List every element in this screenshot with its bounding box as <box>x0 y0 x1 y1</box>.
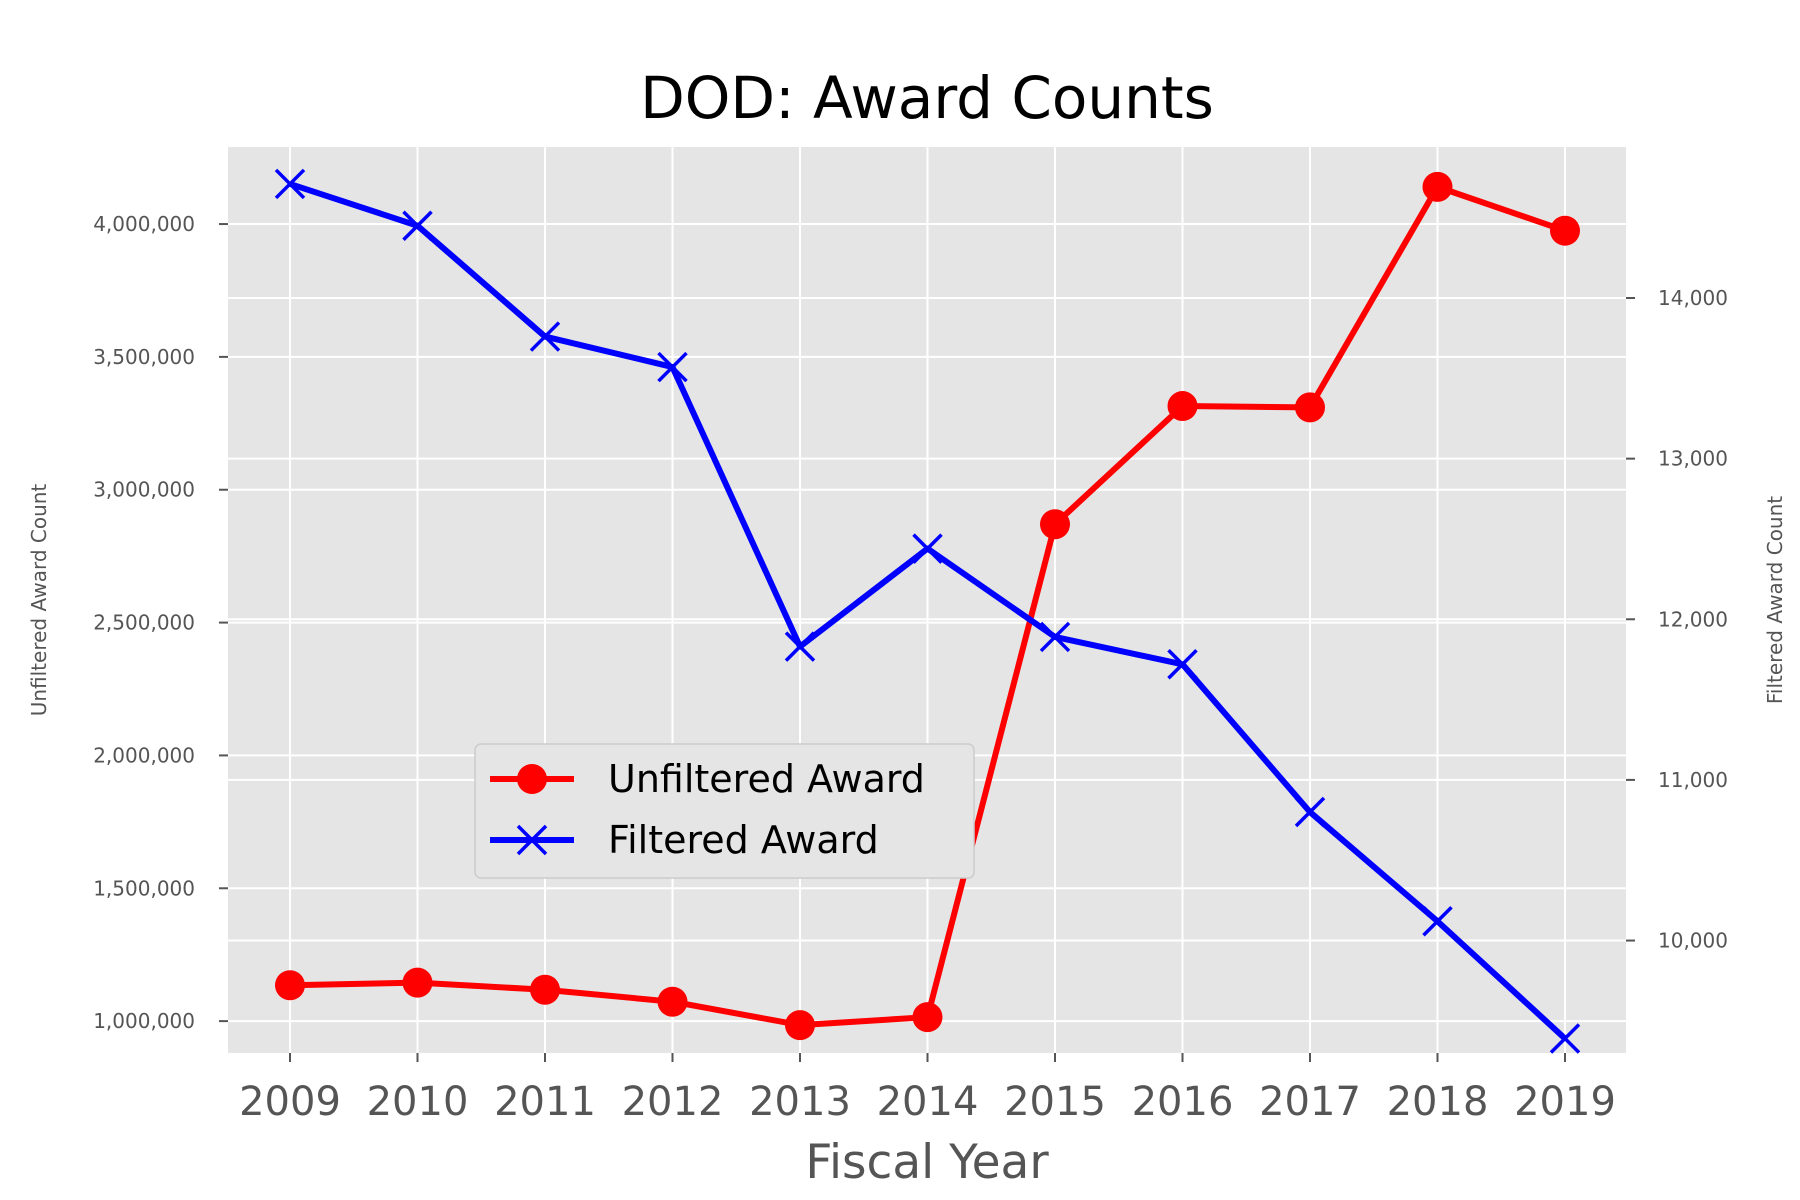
x-tick-label: 2019 <box>1514 1079 1616 1125</box>
data-point-filtered <box>274 168 306 200</box>
data-point-unfiltered <box>1550 215 1580 246</box>
y-right-tick-label: 14,000 <box>1658 286 1728 310</box>
data-point-unfiltered <box>657 986 688 1017</box>
data-point-filtered <box>657 351 688 383</box>
data-point-unfiltered <box>912 1002 943 1033</box>
legend: Unfiltered Award Filtered Award <box>474 743 975 879</box>
y-left-tick-label: 2,500,000 <box>93 611 195 635</box>
chart-title: DOD: Award Counts <box>640 64 1214 132</box>
y-axis-right-label: Filtered Award Count <box>1763 496 1787 704</box>
data-point-filtered <box>402 210 433 241</box>
x-tick-label: 2015 <box>1004 1079 1106 1125</box>
y-left-tick-label: 3,000,000 <box>93 478 195 502</box>
x-tick-label: 2013 <box>749 1079 851 1125</box>
data-point-filtered <box>1039 621 1071 653</box>
axis-ticks: 2009 2010 2011 2012 2013 2014 2015 2016 2017 2018… <box>93 212 1728 1125</box>
y-right-tick-label: 13,000 <box>1658 447 1728 471</box>
legend-label-filtered: Filtered Award <box>608 818 879 862</box>
data-point-unfiltered <box>1422 171 1453 202</box>
y-left-tick-label: 3,500,000 <box>93 345 195 369</box>
data-point-filtered <box>1549 1023 1581 1054</box>
data-point-unfiltered <box>275 970 305 1001</box>
data-point-unfiltered <box>1295 392 1325 423</box>
y-right-tick-label: 11,000 <box>1658 768 1728 792</box>
y-right-tick-label: 10,000 <box>1658 929 1728 953</box>
legend-marker-filtered <box>516 824 548 856</box>
x-tick-label: 2011 <box>494 1079 596 1125</box>
data-point-filtered <box>912 533 943 564</box>
y-axis-left-label: Unfiltered Award Count <box>27 484 51 717</box>
y-left-tick-label: 1,000,000 <box>93 1009 195 1033</box>
data-point-unfiltered <box>785 1010 815 1041</box>
data-point-filtered <box>1294 796 1326 828</box>
x-tick-label: 2017 <box>1259 1079 1361 1125</box>
grid-lines <box>228 147 1626 1053</box>
data-point-filtered <box>529 321 561 352</box>
x-tick-label: 2009 <box>239 1079 341 1125</box>
data-point-filtered <box>1422 906 1453 937</box>
y-left-tick-label: 4,000,000 <box>93 212 195 236</box>
x-tick-label: 2018 <box>1387 1079 1489 1125</box>
x-axis-label: Fiscal Year <box>805 1135 1049 1190</box>
x-tick-label: 2016 <box>1132 1079 1234 1125</box>
data-point-unfiltered <box>402 967 433 998</box>
data-point-filtered <box>1167 649 1198 680</box>
data-point-filtered <box>784 631 816 662</box>
y-right-tick-label: 12,000 <box>1658 607 1728 631</box>
legend-marker-unfiltered <box>517 764 547 794</box>
data-point-unfiltered <box>1040 509 1070 540</box>
legend-label-unfiltered: Unfiltered Award <box>608 757 925 801</box>
series-layer <box>274 168 1581 1054</box>
x-tick-label: 2014 <box>877 1079 979 1125</box>
x-tick-label: 2012 <box>622 1079 724 1125</box>
data-point-unfiltered <box>1167 391 1198 422</box>
x-tick-label: 2010 <box>367 1079 469 1125</box>
legend-box <box>474 743 975 879</box>
data-point-unfiltered <box>530 974 560 1005</box>
y-left-tick-label: 2,000,000 <box>93 743 195 767</box>
y-left-tick-label: 1,500,000 <box>93 876 195 900</box>
